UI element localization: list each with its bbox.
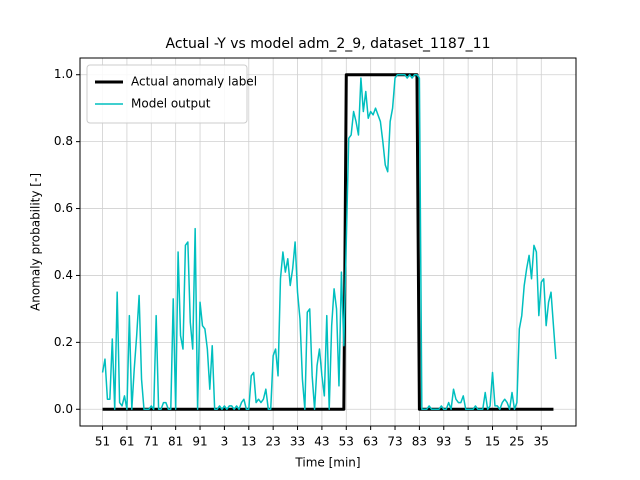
x-tick-label: 83 [412, 435, 427, 449]
x-tick-label: 61 [119, 435, 134, 449]
x-tick-label: 91 [192, 435, 207, 449]
y-axis-label: Anomaly probability [-] [29, 173, 43, 311]
x-tick-label: 25 [509, 435, 524, 449]
x-tick-label: 3 [221, 435, 229, 449]
x-tick-label: 43 [314, 435, 329, 449]
x-tick-label: 13 [241, 435, 256, 449]
plot-lines [101, 73, 557, 411]
x-tick-label: 53 [339, 435, 354, 449]
x-tick-label: 35 [534, 435, 549, 449]
y-tick-label: 0.0 [54, 402, 73, 416]
y-tick-label: 0.6 [54, 201, 73, 215]
chart-title: Actual -Y vs model adm_2_9, dataset_1187… [166, 36, 491, 52]
plot-frame [79, 57, 577, 427]
legend: Actual anomaly label Model output [86, 64, 257, 124]
x-tick-label: 81 [168, 435, 183, 449]
series-line [101, 73, 557, 411]
x-tick-label: 73 [387, 435, 402, 449]
x-tick-label: 63 [363, 435, 378, 449]
y-tick-label: 0.2 [54, 335, 73, 349]
y-tick-label: 0.8 [54, 134, 73, 148]
legend-box [86, 64, 248, 124]
x-tick-label: 23 [266, 435, 281, 449]
x-tick-label: 5 [464, 435, 472, 449]
y-tick-label: 1.0 [54, 67, 73, 81]
x-axis-label: Time [min] [294, 456, 360, 470]
x-tick-label: 15 [485, 435, 500, 449]
x-tick-label: 71 [144, 435, 159, 449]
legend-label: Model output [131, 97, 211, 111]
x-tick-label: 93 [436, 435, 451, 449]
x-tick-label: 51 [95, 435, 110, 449]
legend-label: Actual anomaly label [131, 75, 257, 89]
x-tick-label: 33 [290, 435, 305, 449]
y-tick-label: 0.4 [54, 268, 73, 282]
